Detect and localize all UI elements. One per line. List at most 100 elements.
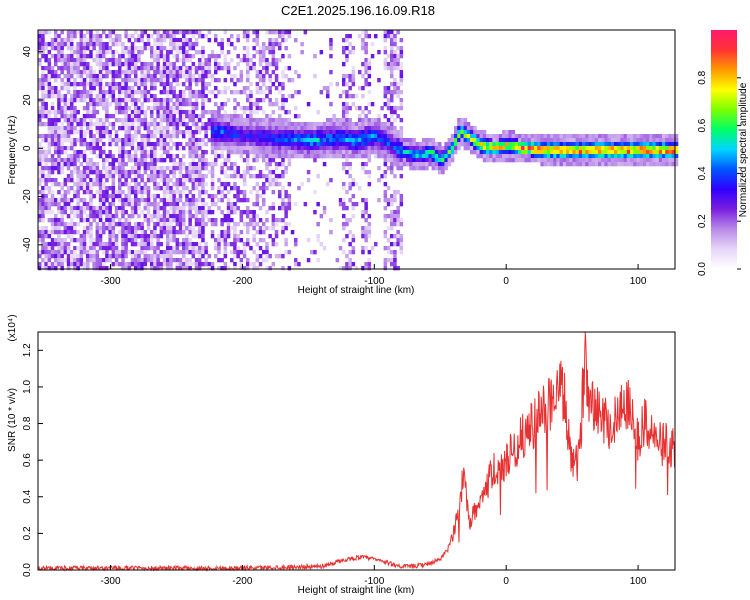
spectrogram-cell [329, 122, 333, 127]
spectrogram-cell [57, 134, 61, 139]
spectrogram-cell [169, 218, 173, 223]
spectrogram-cell [255, 122, 260, 127]
spectrogram-cell [57, 166, 61, 171]
spectrogram-cell [578, 150, 583, 155]
spectrogram-cell [326, 130, 330, 135]
spectrogram-cell [98, 134, 103, 139]
spectrogram-cell [121, 126, 125, 131]
spectrogram-cell [175, 50, 180, 55]
spectrogram-cell [249, 262, 253, 267]
spectrogram-cell [86, 54, 90, 59]
spectrogram-cell [303, 142, 308, 147]
spectrogram-cell [86, 166, 90, 171]
spectrogram-cell [86, 74, 90, 79]
spectrogram-cell [89, 206, 93, 211]
spectrogram-cell [130, 70, 135, 75]
spectrogram-cell [82, 106, 87, 111]
spectrogram-cell [290, 154, 295, 159]
spectrogram-cell [44, 134, 48, 139]
spectrogram-cell [105, 190, 109, 195]
spectrogram-cell [230, 218, 234, 223]
spectrogram-cell [322, 134, 327, 139]
spectrogram-cell [396, 138, 400, 143]
spectrogram-cell [86, 90, 90, 95]
spectrogram-cell [73, 250, 77, 255]
spectrogram-cell [89, 230, 93, 235]
spectrogram-cell [210, 138, 215, 143]
spectrogram-cell [246, 210, 250, 215]
spectrogram-cell [140, 78, 144, 83]
spectrogram-cell [457, 122, 461, 127]
spectrogram-cell [674, 134, 679, 139]
spectrogram-cell [361, 38, 365, 43]
spectrogram-cell [290, 150, 295, 155]
spectrogram-cell [201, 78, 205, 83]
spectrogram-cell [351, 202, 356, 207]
spectrogram-cell [271, 130, 276, 135]
spectrogram-cell [162, 102, 167, 107]
spectrogram-cell [351, 46, 356, 51]
spectrogram-cell [348, 262, 352, 267]
spectrogram-cell [38, 114, 42, 119]
spectrogram-cell [201, 206, 205, 211]
spectrogram-cell [210, 174, 215, 179]
spectrogram-cell [44, 42, 48, 47]
spectrogram-cell [137, 50, 141, 55]
spectrogram-cell [134, 250, 138, 255]
spectrogram-cell [396, 30, 400, 35]
spectrogram-cell [63, 130, 68, 135]
spectrogram-cell [319, 134, 324, 139]
spectrogram-cell [114, 158, 119, 163]
spectrogram-cell [585, 142, 589, 147]
spectrogram-cell [134, 238, 138, 243]
spectrogram-cell [166, 190, 170, 195]
snr-x-tick-label: -200 [232, 576, 252, 587]
spectrogram-cell [351, 142, 356, 147]
spectrogram-cell [252, 134, 256, 139]
spectrogram-cell [287, 130, 292, 135]
spectrogram-cell [153, 134, 157, 139]
spectrogram-cell [252, 214, 256, 219]
spectrogram-cell [300, 150, 304, 155]
spectrogram-cell [108, 154, 112, 159]
spectrogram-cell [342, 106, 346, 111]
spectrogram-cell [41, 246, 45, 251]
spectrogram-cell [313, 150, 317, 155]
spectrogram-cell [217, 126, 221, 131]
spectrogram-cell [54, 114, 58, 119]
spectrogram-cell [50, 230, 55, 235]
spectrogram-cell [383, 234, 388, 239]
spectrogram-cell [364, 114, 368, 119]
spectrogram-cell [649, 134, 653, 139]
spectrogram-cell [98, 94, 103, 99]
spectrogram-cell [220, 170, 224, 175]
spectrogram-cell [162, 210, 167, 215]
spectrogram-cell [246, 70, 250, 75]
spectrogram-cell [66, 178, 71, 183]
spectrogram-cell [134, 182, 138, 187]
spectrogram-cell [447, 154, 452, 159]
spectrogram-cell [252, 250, 256, 255]
spectrogram-cell [140, 190, 144, 195]
spectrogram-cell [111, 138, 116, 143]
spectrogram-cell [652, 162, 656, 167]
spectrogram-cell [194, 94, 199, 99]
spectrogram-cell [137, 242, 141, 247]
spectrogram-cell [38, 106, 42, 111]
spectrogram-cell [156, 142, 160, 147]
spectrogram-cell [316, 146, 320, 151]
spectrogram-cell [86, 102, 90, 107]
spectrogram-cell [294, 262, 298, 267]
spectrogram-cell [86, 66, 90, 71]
spectrogram-cell [636, 142, 640, 147]
spectrogram-cell [159, 198, 164, 203]
spectrogram-cell [383, 258, 388, 263]
spectrogram-cell [214, 162, 218, 167]
spectrogram-cell [566, 138, 570, 143]
spectrogram-cell [182, 114, 186, 119]
spectrogram-cell [255, 154, 260, 159]
spectrogram-cell [63, 226, 68, 231]
spectrogram-cell [447, 162, 452, 167]
spectrogram-cell [249, 246, 253, 251]
spectrogram-cell [239, 146, 244, 151]
